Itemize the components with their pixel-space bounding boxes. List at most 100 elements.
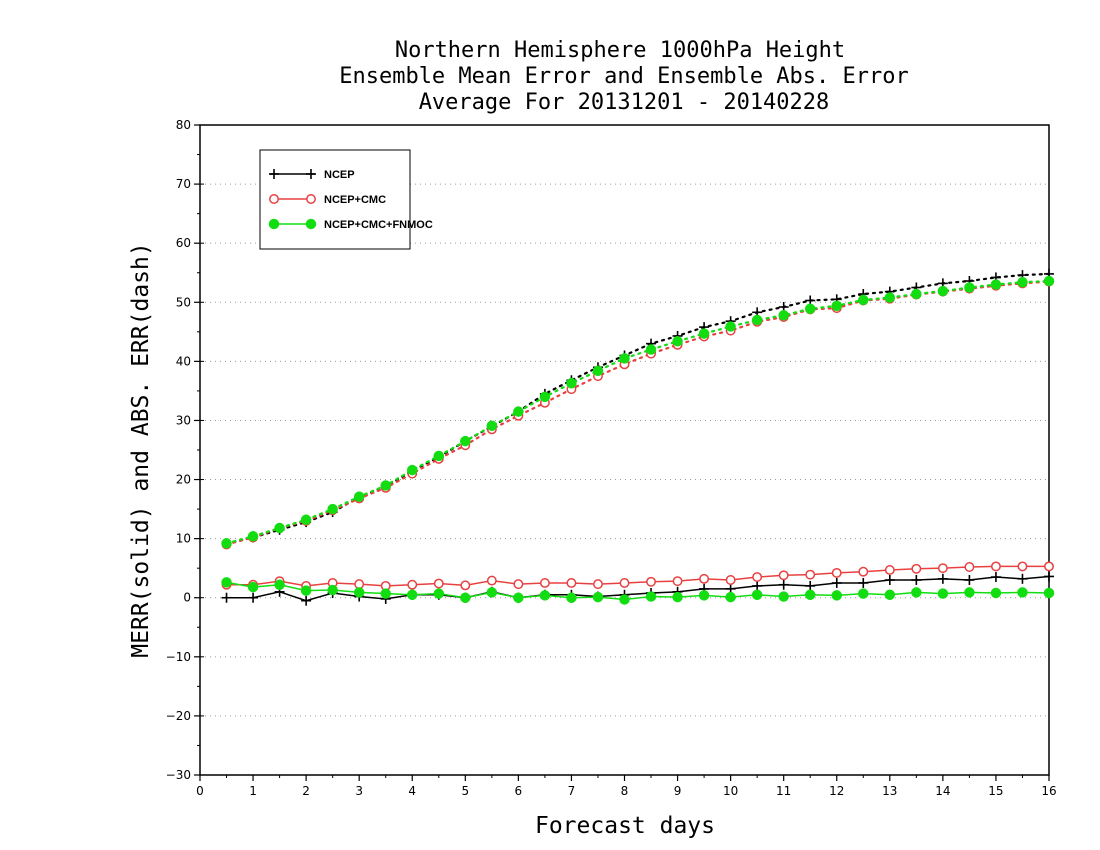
mean-error-point-ncep xyxy=(752,580,763,591)
abs-error-point-ncep-cmc-fnmoc xyxy=(698,328,710,339)
abs-error-point-ncep-cmc-fnmoc xyxy=(751,314,763,326)
mean-error-line-ncep-cmc xyxy=(226,565,1049,587)
mean-error-point-ncep-cmc-fnmoc xyxy=(300,585,312,596)
mean-error-point-ncep-cmc-fnmoc xyxy=(804,589,816,601)
mean-error-point-ncep-cmc-fnmoc xyxy=(433,588,445,599)
mean-error-point-ncep-cmc-fnmoc xyxy=(1043,587,1055,599)
mean-error-point-ncep-cmc-fnmoc xyxy=(513,592,524,603)
abs-error-point-ncep-cmc-fnmoc xyxy=(645,344,657,355)
x-tick-label: 15 xyxy=(988,784,1003,798)
series-layer xyxy=(221,268,1055,606)
abs-error-point-ncep-cmc-fnmoc xyxy=(327,503,338,515)
mean-error-point-ncep xyxy=(831,577,842,588)
mean-error-line-ncep xyxy=(226,575,1050,602)
abs-error-point-ncep-cmc-fnmoc xyxy=(778,310,789,321)
y-tick-label: 40 xyxy=(176,354,191,368)
x-tick-label: 12 xyxy=(829,784,844,798)
abs-error-point-ncep-cmc-fnmoc xyxy=(380,480,391,491)
abs-error-point-ncep-cmc-fnmoc xyxy=(221,538,232,549)
legend-marker xyxy=(268,218,280,230)
x-tick-label: 3 xyxy=(355,784,363,798)
mean-error-point-ncep-cmc xyxy=(964,562,975,572)
abs-error-line-ncep-cmc-fnmoc xyxy=(225,279,1051,545)
mean-error-point-ncep-cmc-fnmoc xyxy=(698,590,710,601)
x-tick-label: 10 xyxy=(723,784,738,798)
y-tick-label: −30 xyxy=(166,768,191,782)
chart-title-line-2: Ensemble Mean Error and Ensemble Abs. Er… xyxy=(339,64,909,89)
mean-error-point-ncep-cmc xyxy=(354,579,365,590)
legend-marker xyxy=(306,194,316,204)
abs-error-point-ncep-cmc-fnmoc xyxy=(353,491,365,502)
mean-error-point-ncep-cmc xyxy=(805,569,816,580)
abs-error-point-ncep-cmc-fnmoc xyxy=(486,420,498,432)
y-axis-label: MERR(solid) and ABS. ERR(dash) xyxy=(128,242,154,657)
mean-error-point-ncep-cmc-fnmoc xyxy=(645,591,657,602)
mean-error-point-ncep xyxy=(248,592,259,603)
x-tick-label: 0 xyxy=(196,784,204,798)
mean-error-point-ncep xyxy=(805,580,816,591)
mean-error-point-ncep-cmc xyxy=(486,575,497,586)
abs-error-point-ncep-cmc-fnmoc xyxy=(831,300,842,312)
series-ncep-cmc-fnmoc xyxy=(221,275,1055,605)
mean-error-point-ncep-cmc-fnmoc xyxy=(353,587,365,598)
abs-error-point-ncep-cmc-fnmoc xyxy=(460,435,471,447)
x-tick-label: 9 xyxy=(674,784,682,798)
abs-error-point-ncep-cmc-fnmoc xyxy=(990,279,1002,290)
abs-error-point-ncep-cmc-fnmoc xyxy=(672,336,683,347)
legend-marker xyxy=(269,194,279,204)
legend-entry: NCEP xyxy=(269,169,355,181)
abs-error-point-ncep-cmc-fnmoc xyxy=(566,377,577,389)
mean-error-point-ncep xyxy=(911,575,922,585)
mean-error-point-ncep-cmc xyxy=(593,579,603,590)
series-ncep xyxy=(221,268,1054,606)
mean-error-point-ncep-cmc xyxy=(725,575,736,585)
abs-error-point-ncep-cmc-fnmoc xyxy=(804,303,816,315)
mean-error-point-ncep-cmc xyxy=(672,576,683,587)
abs-error-point-ncep-cmc-fnmoc xyxy=(1043,275,1055,287)
mean-error-point-ncep xyxy=(990,572,1001,583)
mean-error-point-ncep xyxy=(884,575,895,585)
mean-error-point-ncep-cmc xyxy=(407,579,418,590)
mean-error-point-ncep-cmc-fnmoc xyxy=(672,591,683,603)
abs-error-point-ncep-cmc-fnmoc xyxy=(937,285,949,297)
mean-error-point-ncep-cmc xyxy=(884,565,895,575)
abs-error-point-ncep-cmc-fnmoc xyxy=(884,292,896,303)
x-tick-label: 13 xyxy=(882,784,897,798)
mean-error-point-ncep-cmc-fnmoc xyxy=(725,591,736,603)
mean-error-point-ncep-cmc xyxy=(778,570,789,581)
legend-marker xyxy=(269,169,279,179)
x-tick-label: 7 xyxy=(568,784,576,798)
x-tick-label: 8 xyxy=(621,784,629,798)
y-tick-label: 50 xyxy=(176,295,191,309)
mean-error-point-ncep-cmc xyxy=(646,576,656,587)
abs-error-point-ncep-cmc-fnmoc xyxy=(433,450,445,462)
mean-error-point-ncep-cmc-fnmoc xyxy=(937,588,949,599)
abs-error-point-ncep-cmc-fnmoc xyxy=(964,282,975,293)
mean-error-point-ncep xyxy=(937,573,948,584)
abs-error-point-ncep-cmc-fnmoc xyxy=(858,294,869,306)
legend-marker xyxy=(305,218,317,230)
mean-error-point-ncep xyxy=(858,577,869,588)
x-tick-label: 5 xyxy=(461,784,469,798)
abs-error-line-ncep xyxy=(225,272,1051,545)
x-tick-label: 6 xyxy=(515,784,523,798)
y-tick-label: 60 xyxy=(176,236,191,250)
mean-error-point-ncep-cmc-fnmoc xyxy=(884,589,896,601)
legend-label: NCEP+CMC+FNMOC xyxy=(324,219,433,231)
mean-error-point-ncep-cmc-fnmoc xyxy=(380,588,391,599)
mean-error-point-ncep-cmc-fnmoc xyxy=(911,587,922,598)
y-tick-label: −10 xyxy=(166,650,191,664)
y-tick-label: 20 xyxy=(176,473,191,487)
legend-entry: NCEP+CMC xyxy=(269,194,386,206)
legend: NCEP NCEP+CMC NCEP+CMC+FNMOC xyxy=(259,149,433,250)
abs-error-line-ncep-cmc xyxy=(225,280,1051,546)
x-tick-label: 4 xyxy=(408,784,416,798)
mean-error-point-ncep-cmc xyxy=(1044,561,1054,572)
mean-error-point-ncep xyxy=(778,579,789,590)
y-tick-label: −20 xyxy=(166,709,191,723)
mean-error-point-ncep-cmc-fnmoc xyxy=(247,581,259,593)
mean-error-point-ncep xyxy=(301,595,312,606)
mean-error-point-ncep xyxy=(1017,573,1028,584)
mean-error-point-ncep-cmc xyxy=(911,563,922,574)
mean-error-point-ncep-cmc xyxy=(990,561,1001,572)
